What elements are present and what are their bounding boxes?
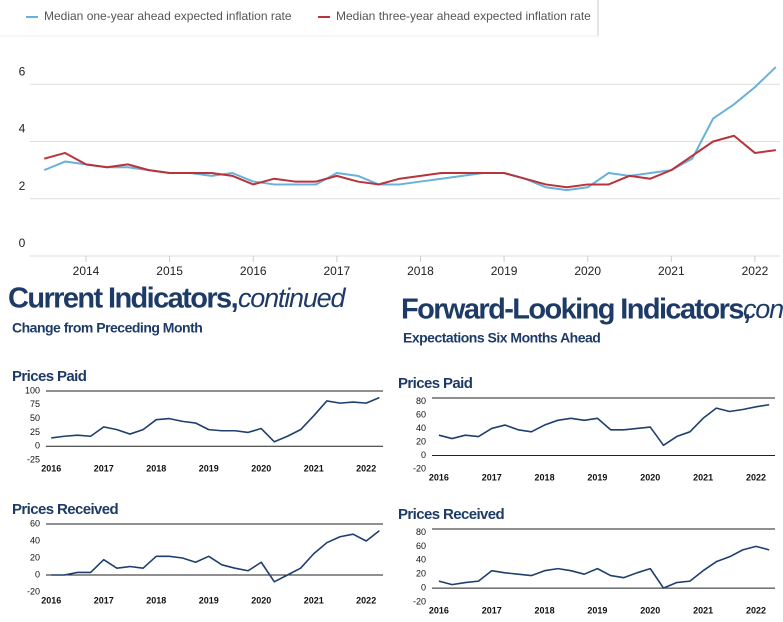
x-tick-label: 2016	[429, 472, 449, 482]
legend-label: Median three-year ahead expected inflati…	[336, 9, 591, 23]
y-tick-label: 0	[19, 236, 26, 250]
x-tick-label: 2019	[587, 605, 607, 615]
x-tick-label: 2016	[41, 595, 61, 605]
section-title: Current Indicators,	[8, 283, 238, 315]
chart-title: Prices Received	[398, 506, 505, 523]
x-tick-label: 2020	[251, 463, 271, 473]
x-tick-label: 2022	[356, 463, 376, 473]
x-tick-label: 2020	[640, 472, 660, 482]
x-tick-label: 2017	[482, 605, 502, 615]
chart-title: Prices Paid	[398, 375, 473, 392]
series-line	[438, 403, 770, 447]
y-tick-label: 40	[416, 555, 426, 565]
y-tick-label: 20	[30, 552, 40, 562]
section-title-suffix: continued	[743, 294, 783, 324]
x-tick-label: 2019	[199, 463, 219, 473]
legend-label: Median one-year ahead expected inflation…	[44, 9, 292, 23]
x-tick-label: 2020	[251, 595, 271, 605]
series-line	[438, 545, 770, 589]
section-title: Forward-Looking Indicators,	[401, 294, 750, 326]
x-tick-label: 2014	[73, 264, 100, 278]
x-tick-label: 2022	[356, 595, 376, 605]
y-tick-label: 100	[25, 385, 40, 395]
x-tick-label: 2018	[535, 605, 555, 615]
y-tick-label: 0	[421, 582, 426, 592]
section-title-suffix: continued	[238, 283, 346, 313]
y-tick-label: 80	[416, 396, 426, 406]
y-tick-label: 6	[19, 64, 26, 78]
series-line	[51, 530, 380, 583]
y-tick-label: 60	[416, 541, 426, 551]
y-tick-label: 60	[416, 409, 426, 419]
x-tick-label: 2016	[240, 264, 267, 278]
x-tick-label: 2021	[304, 463, 324, 473]
x-tick-label: 2017	[324, 264, 351, 278]
x-tick-label: 2017	[482, 472, 502, 482]
y-tick-label: 4	[19, 122, 26, 136]
x-tick-label: 2021	[658, 264, 685, 278]
x-tick-label: 2019	[199, 595, 219, 605]
x-tick-label: 2015	[156, 264, 183, 278]
x-tick-label: 2021	[304, 595, 324, 605]
section-subtitle: Change from Preceding Month	[12, 320, 202, 336]
y-tick-label: 80	[416, 527, 426, 537]
y-tick-label: 40	[30, 535, 40, 545]
section-subtitle: Expectations Six Months Ahead	[403, 330, 600, 346]
y-tick-label: 75	[30, 399, 40, 409]
y-tick-label: 20	[416, 569, 426, 579]
y-tick-label: 20	[416, 436, 426, 446]
y-tick-label: -20	[413, 463, 426, 473]
y-tick-label: -20	[27, 586, 40, 596]
y-tick-label: 25	[30, 427, 40, 437]
x-tick-label: 2018	[146, 463, 166, 473]
x-tick-label: 2021	[693, 472, 713, 482]
x-tick-label: 2020	[574, 264, 601, 278]
y-tick-label: 0	[35, 441, 40, 451]
series-line	[51, 396, 380, 443]
x-tick-label: 2022	[746, 605, 766, 615]
x-tick-label: 2022	[742, 264, 769, 278]
x-tick-label: 2016	[429, 605, 449, 615]
x-tick-label: 2017	[94, 595, 114, 605]
y-tick-label: 0	[35, 569, 40, 579]
y-tick-label: -25	[27, 454, 40, 464]
x-tick-label: 2018	[535, 472, 555, 482]
x-tick-label: 2018	[407, 264, 434, 278]
y-tick-label: 40	[416, 423, 426, 433]
x-tick-label: 2016	[41, 463, 61, 473]
series-line	[43, 134, 776, 189]
x-tick-label: 2019	[491, 264, 518, 278]
x-tick-label: 2021	[693, 605, 713, 615]
x-tick-label: 2018	[146, 595, 166, 605]
y-tick-label: 60	[30, 518, 40, 528]
y-tick-label: 0	[421, 450, 426, 460]
chart-title: Prices Paid	[12, 368, 87, 385]
x-tick-label: 2020	[640, 605, 660, 615]
y-tick-label: 50	[30, 413, 40, 423]
y-tick-label: 2	[19, 179, 26, 193]
chart-title: Prices Received	[12, 501, 119, 518]
y-tick-label: -20	[413, 596, 426, 606]
x-tick-label: 2022	[746, 472, 766, 482]
x-tick-label: 2017	[94, 463, 114, 473]
x-tick-label: 2019	[587, 472, 607, 482]
